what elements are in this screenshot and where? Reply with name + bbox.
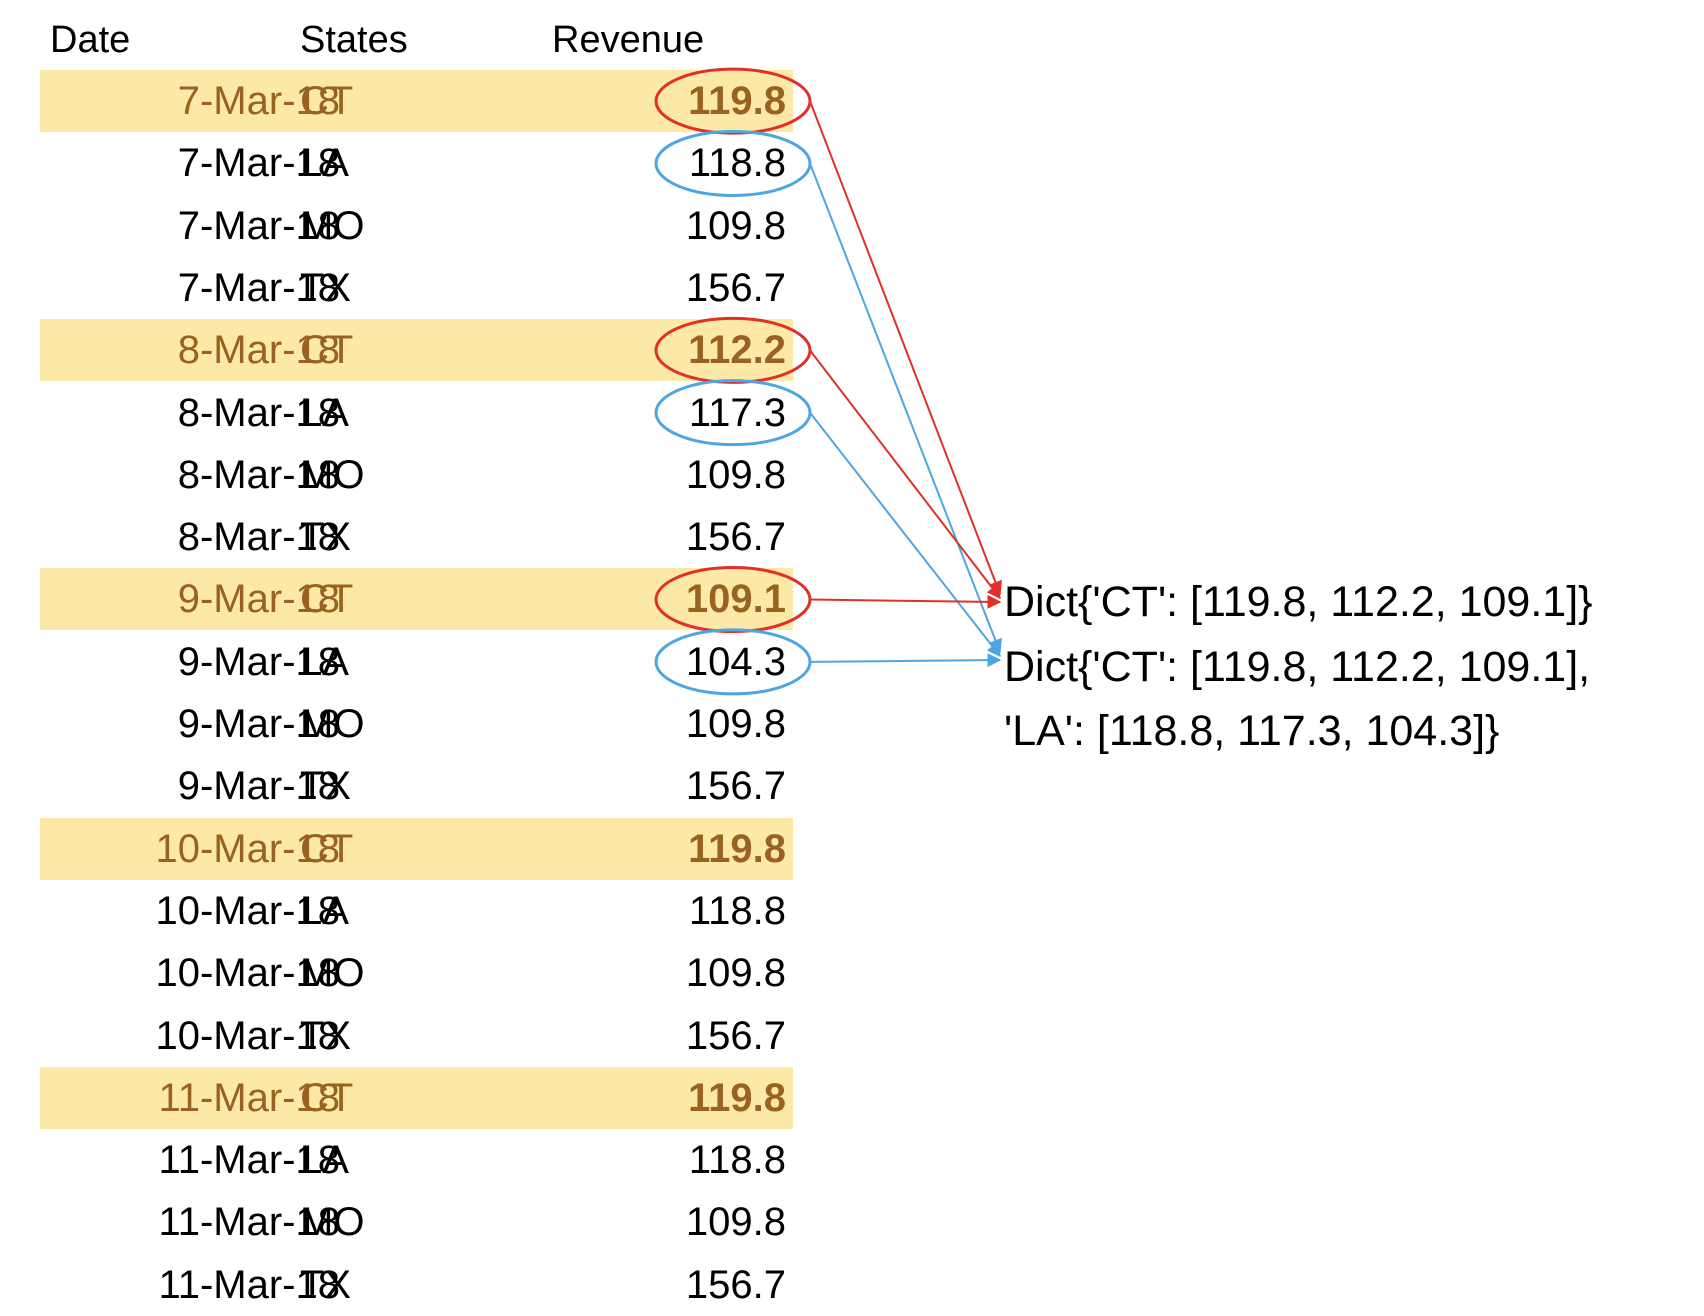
revenue-cell: 156.7 (685, 515, 786, 560)
revenue-cell: 156.7 (685, 1013, 786, 1058)
revenue-cell: 109.8 (685, 203, 786, 248)
table-row: 8-Mar-18 TX 156.7 (40, 506, 793, 568)
date-cell: 11-Mar-18 (158, 1262, 340, 1307)
table-row: 10-Mar-18 LA 118.8 (40, 880, 793, 942)
state-cell: LA (300, 1138, 349, 1183)
dict-ct: Dict{'CT': [119.8, 112.2, 109.1]} (1004, 578, 1593, 626)
date-cell: 10-Mar-18 (155, 1013, 340, 1058)
revenue-cell: 109.1 (685, 577, 786, 622)
date-cell: 8-Mar-18 (177, 515, 340, 560)
revenue-cell: 109.8 (685, 452, 786, 497)
state-cell: LA (300, 141, 349, 186)
table-row: 7-Mar-18 LA 118.8 (40, 132, 793, 194)
table-row: 10-Mar-18 CT 119.8 (40, 817, 793, 880)
date-cell: 11-Mar-18 (158, 1200, 340, 1245)
revenue-cell: 109.8 (685, 951, 786, 996)
header-revenue: Revenue (552, 19, 705, 61)
state-cell: CT (300, 1075, 354, 1120)
date-cell: 9-Mar-18 (177, 639, 340, 684)
red-arrow (809, 594, 1002, 609)
table-row: 7-Mar-18 MO 109.8 (40, 195, 793, 257)
blue-arrow (809, 163, 1002, 654)
revenue-cell: 118.8 (688, 141, 786, 186)
table-row: 11-Mar-18 CT 119.8 (40, 1066, 793, 1129)
state-cell: TX (300, 265, 352, 310)
state-cell: MO (300, 951, 365, 996)
revenue-cell: 104.3 (685, 639, 786, 684)
state-cell: LA (300, 390, 349, 435)
table-row: 9-Mar-18 CT 109.1 (40, 568, 793, 631)
table-row: 11-Mar-18 MO 109.8 (40, 1191, 793, 1253)
state-cell: MO (300, 702, 365, 746)
state-cell: TX (300, 1013, 352, 1058)
date-cell: 9-Mar-18 (177, 764, 340, 809)
header-date: Date (50, 19, 131, 61)
state-cell: MO (300, 1200, 365, 1245)
state-cell: CT (300, 577, 354, 622)
date-cell: 8-Mar-18 (177, 390, 340, 435)
revenue-cell: 156.7 (685, 1262, 786, 1307)
red-arrow (809, 349, 1001, 600)
table-row: 11-Mar-18 TX 156.7 (40, 1254, 793, 1316)
date-cell: 7-Mar-18 (177, 203, 340, 248)
revenue-cell: 156.7 (685, 764, 786, 809)
revenue-cell: 109.8 (685, 702, 786, 746)
blue-arrow (809, 653, 1002, 668)
date-cell: 7-Mar-18 (177, 141, 340, 186)
revenue-cell: 112.2 (688, 328, 786, 373)
revenue-cell: 118.8 (688, 1138, 786, 1183)
date-cell: 7-Mar-18 (177, 265, 340, 310)
table-row: 8-Mar-18 LA 117.3 (40, 382, 793, 444)
date-cell: 8-Mar-18 (177, 452, 340, 497)
state-cell: LA (300, 639, 349, 684)
date-cell: 8-Mar-18 (177, 328, 340, 373)
state-cell: CT (300, 79, 354, 123)
revenue-cell: 119.8 (688, 79, 786, 123)
revenue-cell: 109.8 (685, 1200, 786, 1245)
table-row: 10-Mar-18 TX 156.7 (40, 1005, 793, 1067)
state-cell: TX (300, 1262, 352, 1307)
date-cell: 10-Mar-18 (155, 888, 340, 933)
table-row: 7-Mar-18 CT 119.8 (40, 70, 793, 132)
date-cell: 10-Mar-18 (155, 826, 340, 871)
state-cell: LA (300, 888, 349, 933)
date-cell: 11-Mar-18 (158, 1075, 340, 1120)
state-cell: TX (300, 515, 352, 560)
revenue-cell: 156.7 (685, 265, 786, 310)
table-row: 8-Mar-18 MO 109.8 (40, 444, 793, 506)
date-cell: 9-Mar-18 (177, 702, 340, 746)
table-row: 8-Mar-18 CT 112.2 (40, 319, 793, 382)
table-row: 10-Mar-18 MO 109.8 (40, 942, 793, 1004)
state-cell: MO (300, 452, 365, 497)
date-cell: 11-Mar-18 (158, 1138, 340, 1183)
state-cell: CT (300, 328, 354, 373)
dict-ct-la-line2: 'LA': [118.8, 117.3, 104.3]} (1004, 707, 1500, 755)
header-states: States (300, 19, 408, 61)
state-cell: MO (300, 203, 365, 248)
red-arrow (809, 100, 1002, 596)
table-row: 9-Mar-18 TX 156.7 (40, 755, 793, 817)
revenue-cell: 118.8 (688, 888, 786, 933)
revenue-cell: 119.8 (688, 1075, 786, 1120)
revenue-cell: 117.3 (688, 390, 786, 435)
date-cell: 9-Mar-18 (177, 577, 340, 622)
dict-ct-la-line1: Dict{'CT': [119.8, 112.2, 109.1], (1004, 643, 1591, 691)
state-cell: TX (300, 764, 352, 809)
blue-arrow (809, 412, 1001, 658)
state-cell: CT (300, 826, 354, 871)
date-cell: 7-Mar-18 (177, 79, 340, 123)
date-cell: 10-Mar-18 (155, 951, 340, 996)
table-row: 9-Mar-18 MO 109.8 (40, 693, 793, 755)
revenue-cell: 119.8 (688, 826, 786, 871)
table-row: 11-Mar-18 LA 118.8 (40, 1129, 793, 1191)
table-row: 7-Mar-18 TX 156.7 (40, 257, 793, 319)
table-row: 9-Mar-18 LA 104.3 (40, 631, 793, 693)
